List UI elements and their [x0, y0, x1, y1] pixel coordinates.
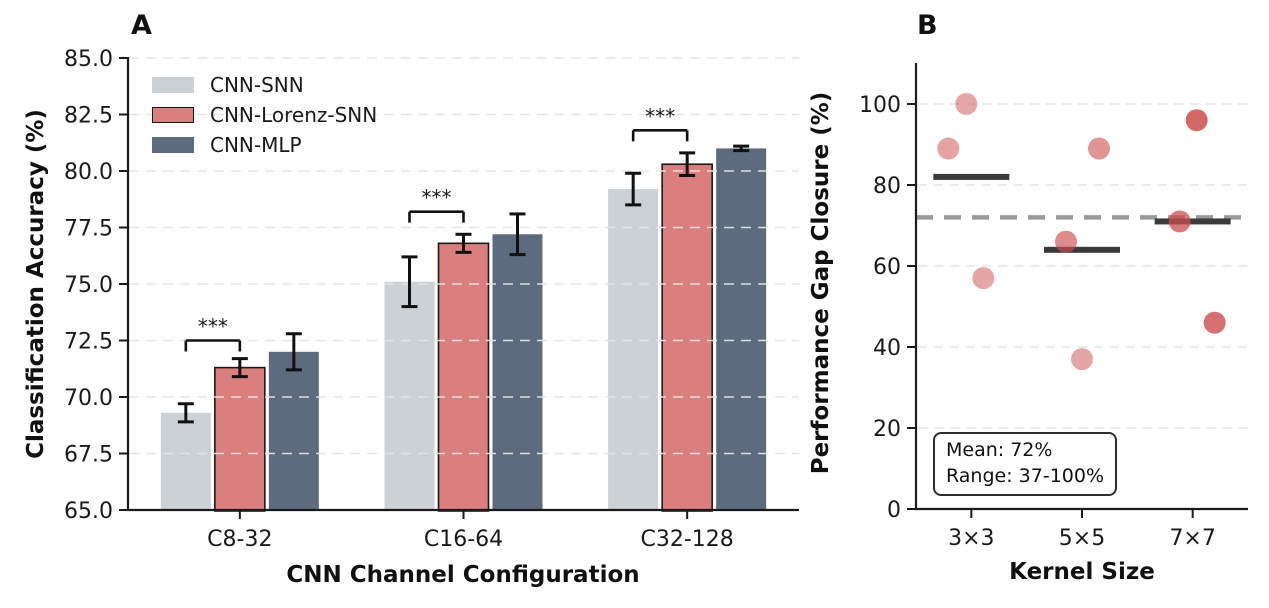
legend-swatch-cnn-snn — [152, 77, 194, 93]
panel-b-letter: B — [917, 10, 938, 41]
bar-cnn-mlp-c16-64 — [492, 234, 543, 511]
panel-a-ytick-label: 75.0 — [64, 273, 113, 298]
bar-cnn-snn-c8-32 — [160, 412, 211, 511]
legend-label-cnn-snn: CNN-SNN — [210, 73, 304, 97]
panel-a-ytick-label: 85.0 — [64, 47, 113, 72]
panel-b-ytick-label: 20 — [873, 417, 901, 442]
legend-row-cnn-snn: CNN-SNN — [152, 73, 377, 97]
group-mean-bar-3×3 — [933, 173, 1010, 180]
panel-a-ytick-label: 77.5 — [64, 217, 113, 242]
panel-b-ytick-label: 100 — [859, 93, 901, 118]
mean-range-annotation: Mean: 72% Range: 37-100% — [933, 432, 1118, 497]
panel-a-legend: CNN-SNN CNN-Lorenz-SNN CNN-MLP — [152, 73, 378, 157]
panel-b-xtick-label: 7×7 — [1169, 526, 1215, 551]
panel-a-xtick-label: C8-32 — [207, 527, 272, 552]
bar-cnn-mlp-c32-128 — [716, 148, 767, 511]
panel-a-ytick-label: 82.5 — [64, 104, 113, 129]
sig-stars: *** — [645, 104, 675, 128]
legend-label-cnn-mlp: CNN-MLP — [210, 133, 302, 157]
bar-cnn-snn-c32-128 — [608, 189, 659, 511]
legend-swatch-cnn-lorenz-snn — [152, 107, 194, 123]
group-mean-bar-7×7 — [1154, 218, 1231, 225]
scatter-point-7×7-46 — [1203, 311, 1226, 334]
scatter-point-3×3-89 — [937, 137, 960, 160]
panel-a-x-axis-title: CNN Channel Configuration — [286, 562, 640, 588]
panel-a-xtick-label: C32-128 — [641, 527, 734, 552]
legend-swatch-cnn-mlp — [152, 137, 194, 153]
panel-b-ytick-label: 0 — [887, 498, 901, 523]
panel-a-ytick-label: 70.0 — [64, 386, 113, 411]
scatter-point-5×5-89 — [1088, 137, 1110, 160]
group-mean-bar-5×5 — [1044, 246, 1120, 253]
panel-a-y-axis-title: Classification Accuracy (%) — [23, 109, 49, 459]
panel-b-x-axis-title: Kernel Size — [1009, 559, 1155, 585]
scatter-point-7×7-96 — [1185, 109, 1208, 132]
panel-b-y-axis-title: Performance Gap Closure (%) — [808, 91, 834, 475]
annotation-range-line: Range: 37-100% — [946, 464, 1105, 487]
annotation-mean-line: Mean: 72% — [946, 439, 1053, 461]
legend-row-cnn-mlp: CNN-MLP — [152, 133, 377, 157]
bar-cnn-lorenz-snn-c8-32 — [214, 366, 266, 512]
panel-a-xtick-label: C16-64 — [424, 527, 503, 552]
panel-b-ytick-label: 60 — [873, 255, 901, 280]
bar-cnn-lorenz-snn-c16-64 — [437, 242, 490, 512]
panel-b-xtick-label: 5×5 — [1059, 526, 1105, 551]
legend-row-cnn-lorenz-snn: CNN-Lorenz-SNN — [152, 103, 378, 127]
scatter-point-3×3-100 — [955, 93, 978, 115]
panel-a-ytick-label: 67.5 — [64, 443, 113, 468]
panel-a-ytick-label: 65.0 — [64, 499, 113, 524]
panel-a-ytick-label: 72.5 — [64, 330, 113, 355]
panel-a-ytick-label: 80.0 — [64, 160, 113, 185]
sig-stars: *** — [198, 315, 228, 339]
scatter-point-5×5-37 — [1071, 348, 1093, 371]
sig-stars: *** — [422, 186, 452, 210]
legend-label-cnn-lorenz-snn: CNN-Lorenz-SNN — [210, 103, 378, 127]
panel-b-xtick-label: 3×3 — [948, 526, 994, 551]
bar-cnn-lorenz-snn-c32-128 — [661, 163, 713, 512]
scatter-point-3×3-57 — [972, 267, 995, 290]
panel-b-ytick-label: 80 — [873, 174, 901, 199]
bar-cnn-mlp-c8-32 — [268, 351, 319, 511]
scatter-point-7×7-71 — [1168, 210, 1191, 233]
panel-a-letter: A — [131, 10, 152, 41]
scatter-point-5×5-66 — [1055, 230, 1077, 253]
panel-b-ytick-label: 40 — [873, 336, 901, 361]
